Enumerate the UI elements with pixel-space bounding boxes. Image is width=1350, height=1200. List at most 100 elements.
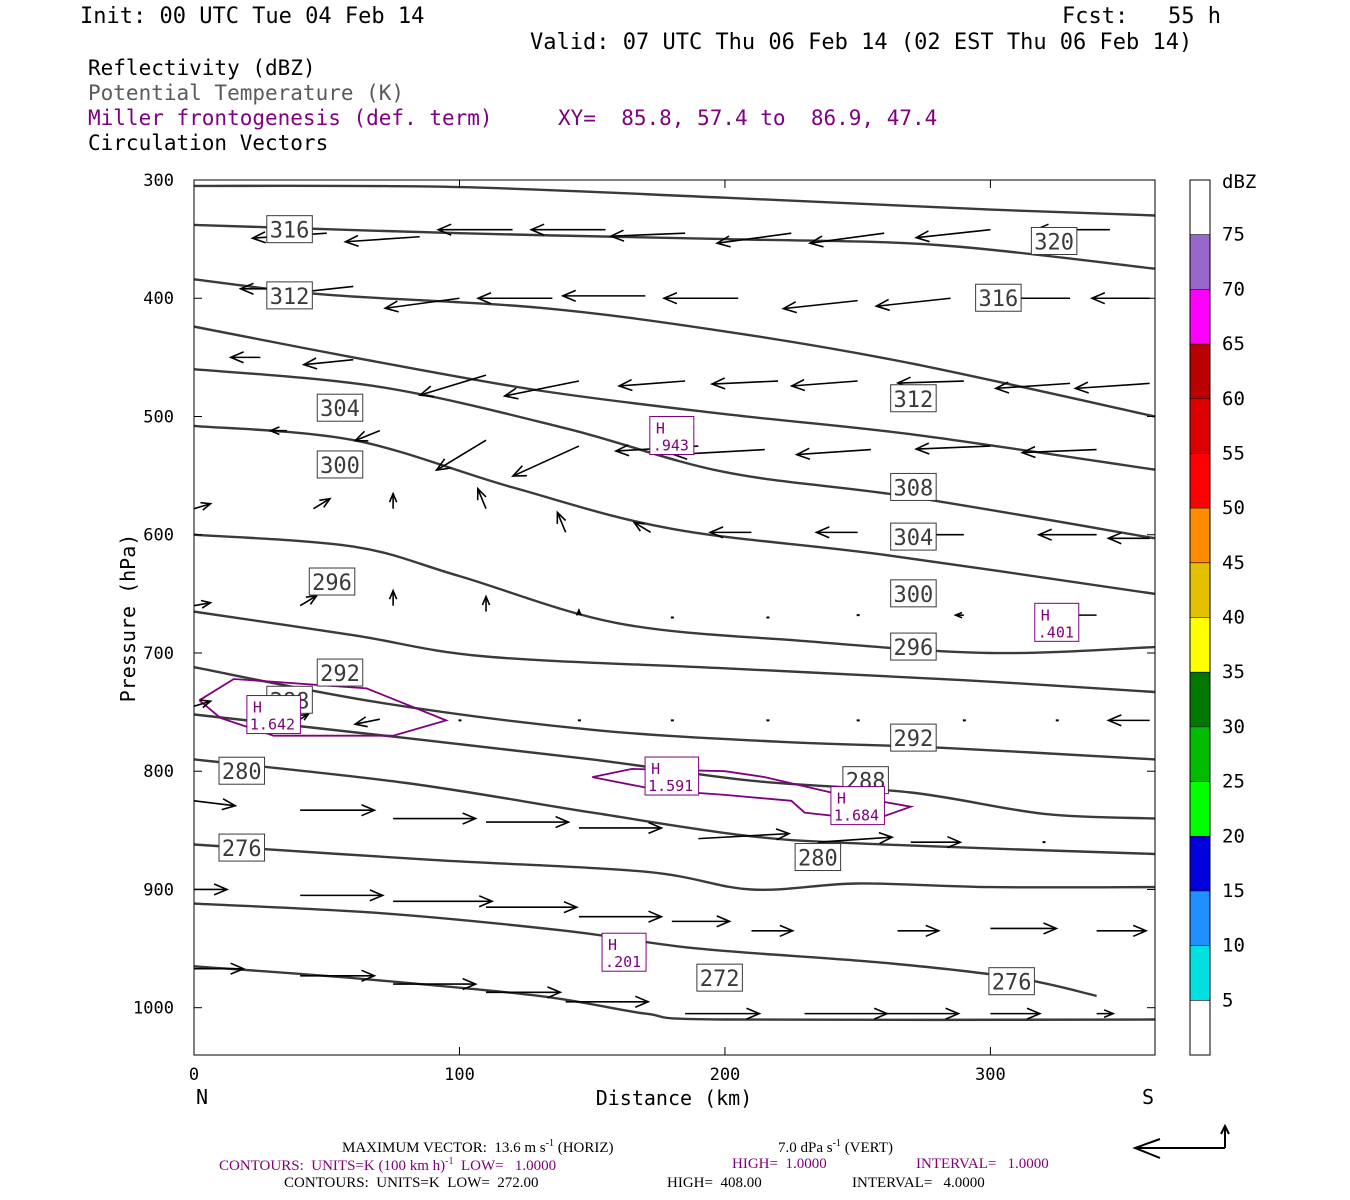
legend-theta: Potential Temperature (K) xyxy=(88,81,405,105)
colorbar-segment xyxy=(1190,234,1210,290)
circulation-vector xyxy=(136,222,194,233)
circulation-vector xyxy=(789,378,858,392)
circulation-vector xyxy=(268,426,287,436)
theta-label-300: 300 xyxy=(316,450,364,479)
theta-contours xyxy=(194,184,1155,1022)
circulation-vector xyxy=(804,1007,890,1020)
frontogenesis-contour-1 xyxy=(198,678,449,737)
theta-contour-high: HIGH= 408.00 xyxy=(667,1175,762,1191)
circulation-vector xyxy=(990,922,1059,935)
legend-vectors: Circulation Vectors xyxy=(88,131,329,155)
colorbar-label: 60 xyxy=(1222,388,1245,410)
valid-time: Valid: 07 UTC Thu 06 Feb 14 (02 EST Thu … xyxy=(530,30,1193,55)
circulation-vector xyxy=(565,995,651,1008)
circulation-vector xyxy=(814,526,858,539)
circulation-vector xyxy=(388,491,398,509)
y-tick-label: 800 xyxy=(143,762,174,782)
frontogenesis-contour-interval: INTERVAL= 1.0000 xyxy=(916,1156,1049,1172)
colorbar-segment xyxy=(1190,617,1210,673)
svg-text:.201: .201 xyxy=(605,953,641,971)
colorbar-segment xyxy=(1190,562,1210,618)
svg-text:276: 276 xyxy=(222,837,262,862)
colorbar-segment xyxy=(1190,453,1210,509)
circulation-vector xyxy=(1036,528,1097,541)
svg-text:H: H xyxy=(253,699,262,717)
circulation-vector xyxy=(343,234,420,248)
svg-text:304: 304 xyxy=(894,526,934,551)
circulation-vector xyxy=(299,594,319,607)
theta-label-292: 292 xyxy=(316,658,364,687)
theta-contour-292 xyxy=(194,666,1155,761)
y-tick-label: 1000 xyxy=(133,999,174,1019)
circulation-vector xyxy=(575,608,582,616)
circulation-vector xyxy=(953,611,964,619)
theta-contour-296 xyxy=(194,610,1155,694)
circulation-vector xyxy=(228,351,261,364)
svg-text:.943: .943 xyxy=(653,437,689,455)
colorbar-segment xyxy=(1190,672,1210,727)
colorbar-label: 50 xyxy=(1222,497,1245,519)
svg-text:280: 280 xyxy=(798,847,838,872)
svg-text:1.684: 1.684 xyxy=(834,807,879,825)
circulation-vector xyxy=(1106,532,1150,545)
circulation-vector xyxy=(1106,714,1150,727)
x-tick-label: 100 xyxy=(444,1065,475,1085)
colorbar-label: 10 xyxy=(1222,935,1245,957)
x-tick-label: 200 xyxy=(710,1065,741,1085)
svg-text:292: 292 xyxy=(320,662,360,687)
circulation-vector xyxy=(715,232,792,248)
circulation-vector xyxy=(632,521,652,534)
theta-label-296: 296 xyxy=(890,632,937,661)
colorbar-label: 25 xyxy=(1222,771,1245,793)
circulation-vector xyxy=(794,447,872,460)
circulation-vector xyxy=(194,798,238,811)
theta-contour-info: CONTOURS: UNITS=K LOW= 272.00 xyxy=(284,1175,539,1191)
y-tick-label: 400 xyxy=(143,289,174,309)
theta-contour-272 xyxy=(194,965,1155,1022)
colorbar-label: 5 xyxy=(1222,989,1233,1011)
circulation-vector xyxy=(511,445,580,477)
svg-text:280: 280 xyxy=(222,760,262,785)
colorbar-segment xyxy=(1190,508,1210,563)
y-tick-label: 700 xyxy=(143,644,174,664)
circulation-vector xyxy=(1096,1009,1116,1019)
theta-contour-300 xyxy=(194,533,1155,655)
y-tick-label: 500 xyxy=(143,407,174,427)
circulation-vector xyxy=(393,895,495,908)
circulation-vector xyxy=(476,292,553,305)
circulation-vector xyxy=(993,381,1071,394)
init-time: Init: 00 UTC Tue 04 Feb 14 xyxy=(80,4,425,29)
theta-label-320: 320 xyxy=(1030,226,1078,255)
svg-text:296: 296 xyxy=(894,636,934,661)
theta-label-308: 308 xyxy=(890,472,937,501)
theta-label-292: 292 xyxy=(890,723,937,752)
frontogenesis-max: H1.642 xyxy=(246,695,301,735)
circulation-vector xyxy=(608,229,686,242)
theta-label-280: 280 xyxy=(794,843,842,872)
circulation-vector xyxy=(194,699,213,709)
circulation-vector xyxy=(486,986,563,999)
circulation-vector xyxy=(481,594,491,612)
circulation-vector xyxy=(299,713,311,721)
circulation-vector xyxy=(383,297,460,313)
circulation-vector xyxy=(910,835,963,849)
circulation-vector xyxy=(914,442,991,455)
circulation-vector xyxy=(781,299,858,314)
circulation-vector xyxy=(194,501,213,511)
frontogenesis-max: H.201 xyxy=(601,932,647,972)
svg-text:312: 312 xyxy=(270,285,310,310)
svg-text:H: H xyxy=(608,936,617,954)
colorbar-segment xyxy=(1190,1000,1210,1055)
x-tick-label: 300 xyxy=(975,1065,1006,1085)
svg-text:312: 312 xyxy=(894,388,934,413)
circulation-vector xyxy=(529,223,606,236)
svg-text:316: 316 xyxy=(978,287,1018,312)
svg-text:292: 292 xyxy=(894,727,934,752)
plot-frame xyxy=(193,179,1156,1056)
forecast-hour: Fcst: 55 h xyxy=(1062,4,1221,29)
colorbar-segment xyxy=(1190,398,1210,454)
reference-vector-icon xyxy=(1132,1123,1230,1159)
circulation-vectors xyxy=(136,222,1150,1020)
colorbar-segment xyxy=(1190,945,1210,1001)
